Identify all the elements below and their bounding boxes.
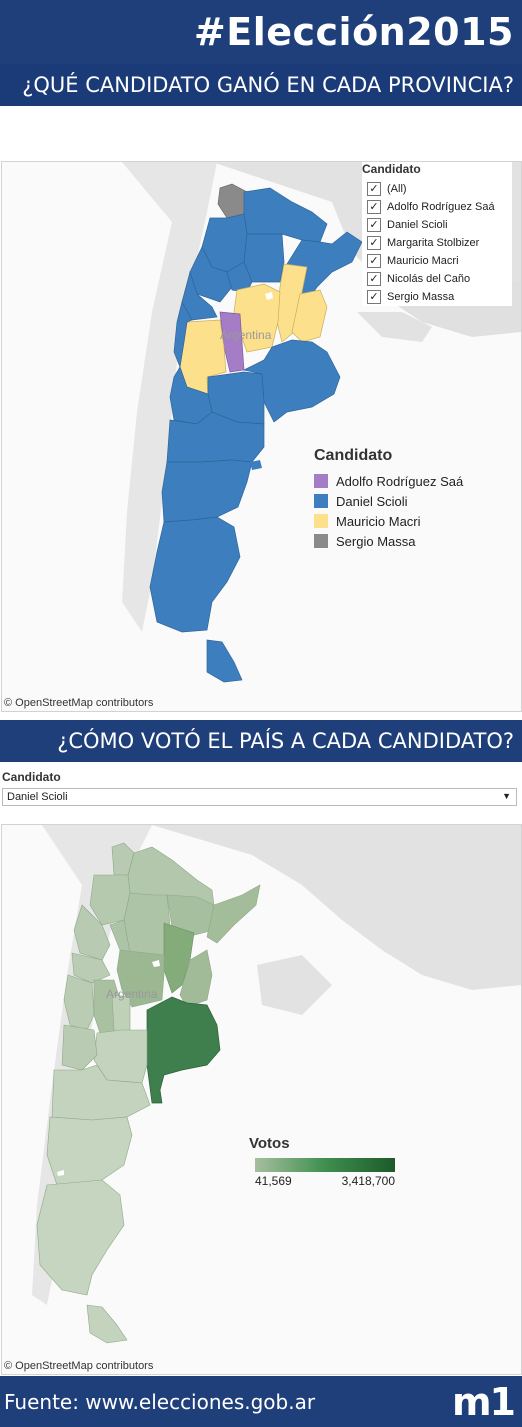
legend-label: Daniel Scioli [336,493,408,509]
province-san-juan[interactable] [173,301,193,369]
filter-title: Candidato [362,162,421,176]
filter-item-sergio-massa[interactable]: ✓ Sergio Massa [362,288,512,306]
legend-label: Adolfo Rodríguez Saá [336,473,464,489]
filter-item-daniel-scioli[interactable]: ✓ Daniel Scioli [362,216,512,234]
votes-max-label: 3,418,700 [341,1174,395,1188]
candidate-filter: Candidato ✓ (All) ✓ Adolfo Rodríguez Saá ✓… [362,162,512,306]
country-watermark: Argentina [220,328,272,342]
province-santiago[interactable] [123,892,171,956]
peninsula-valdes [250,460,262,470]
filter-item-label: Nicolás del Caño [387,273,471,285]
source-link[interactable]: Fuente: www.elecciones.gob.ar [4,1390,316,1414]
votes-gradient-bar [255,1158,395,1172]
filter-item-all[interactable]: ✓ (All) [362,180,512,198]
checkbox-checked-icon[interactable]: ✓ [367,200,381,214]
checkbox-checked-icon[interactable]: ✓ [367,182,381,196]
section-title-winners: ¿QUÉ CANDIDATO GANÓ EN CADA PROVINCIA? [22,73,514,97]
province-choropleth[interactable] [36,842,261,1344]
legend-label: Sergio Massa [336,533,416,549]
votes-legend: Votos 41,569 3,418,700 [249,1135,395,1188]
province-buenos-aires[interactable] [242,339,341,423]
checkbox-checked-icon[interactable]: ✓ [367,218,381,232]
legend-swatch-gray [314,534,328,548]
votes-map[interactable]: Argentina Votos 41,569 3,418,700 © OpenS… [1,824,522,1375]
country-watermark: Argentina [106,987,158,1001]
footer: Fuente: www.elecciones.gob.ar m1 [0,1376,522,1427]
checkbox-checked-icon[interactable]: ✓ [367,236,381,250]
province-entre-rios[interactable] [179,949,213,1008]
province-la-pampa[interactable] [93,1029,148,1084]
candidate-dropdown[interactable]: Daniel Scioli ▼ [2,788,517,806]
votes-legend-range: 41,569 3,418,700 [255,1174,395,1188]
checkbox-checked-icon[interactable]: ✓ [367,254,381,268]
filter-item-label: Mauricio Macri [387,255,459,267]
page-title: #Elección2015 [193,10,514,54]
legend-title: Candidato [314,447,393,464]
filter-item-label: Daniel Scioli [387,219,448,231]
filter-item-margarita-stolbizer[interactable]: ✓ Margarita Stolbizer [362,234,512,252]
legend-item[interactable]: Daniel Scioli [314,491,463,511]
legend-swatch-purple [314,474,328,488]
province-chubut[interactable] [46,1116,133,1186]
province-jujuy[interactable] [217,183,248,219]
legend-item[interactable]: Adolfo Rodríguez Saá [314,471,463,491]
section-header-winners: ¿QUÉ CANDIDATO GANÓ EN CADA PROVINCIA? [0,64,522,106]
checkbox-checked-icon[interactable]: ✓ [367,272,381,286]
filter-item-label: Margarita Stolbizer [387,237,480,249]
filter-item-label: (All) [387,183,407,195]
votes-min-label: 41,569 [255,1174,292,1188]
province-santa-cruz[interactable] [149,516,241,633]
chevron-down-icon[interactable]: ▼ [502,791,511,801]
candidate-dropdown-value: Daniel Scioli [7,791,68,803]
province-neuquen[interactable] [61,1024,98,1071]
province-chaco[interactable] [243,233,285,283]
province-shapes[interactable] [149,183,363,683]
filter-item-mauricio-macri[interactable]: ✓ Mauricio Macri [362,252,512,270]
province-corrientes-misiones[interactable] [206,884,261,944]
candidate-select-label: Candidato [2,770,61,784]
title-bar: #Elección2015 [0,0,522,64]
votes-map-canvas[interactable] [2,825,521,1374]
winners-map[interactable]: Argentina Candidato ✓ (All) ✓ Adolfo Rodrí… [1,161,522,712]
province-tierra-del-fuego[interactable] [86,1304,128,1344]
legend-label: Mauricio Macri [336,513,421,529]
legend-item[interactable]: Sergio Massa [314,531,463,551]
filter-item-adolfo-rodriguez-saa[interactable]: ✓ Adolfo Rodríguez Saá [362,198,512,216]
legend-item[interactable]: Mauricio Macri [314,511,463,531]
votes-legend-title: Votos [249,1135,290,1152]
filter-item-label: Adolfo Rodríguez Saá [387,201,495,213]
province-cordoba[interactable] [116,949,165,1008]
province-entre-rios[interactable] [291,289,328,343]
lake [57,1170,64,1176]
legend-swatch-blue [314,494,328,508]
m1-logo: m1 [451,1380,516,1424]
province-buenos-aires[interactable] [146,996,221,1104]
province-chubut[interactable] [161,459,253,523]
filter-item-nicolas-del-cano[interactable]: ✓ Nicolás del Caño [362,270,512,288]
province-la-rioja[interactable] [71,952,111,984]
checkbox-checked-icon[interactable]: ✓ [367,290,381,304]
section-title-votes: ¿CÓMO VOTÓ EL PAÍS A CADA CANDIDATO? [57,729,514,753]
lake-cordoba [265,292,273,300]
filter-item-label: Sergio Massa [387,291,455,303]
lake [152,960,160,967]
province-santa-cruz[interactable] [36,1179,125,1296]
map-attribution[interactable]: © OpenStreetMap contributors [4,697,154,709]
legend-swatch-yellow [314,514,328,528]
map-attribution[interactable]: © OpenStreetMap contributors [4,1360,154,1372]
winner-legend: Candidato Adolfo Rodríguez Saá Daniel Sc… [314,447,463,551]
province-tierra-del-fuego[interactable] [206,639,243,683]
section-header-votes: ¿CÓMO VOTÓ EL PAÍS A CADA CANDIDATO? [0,720,522,762]
